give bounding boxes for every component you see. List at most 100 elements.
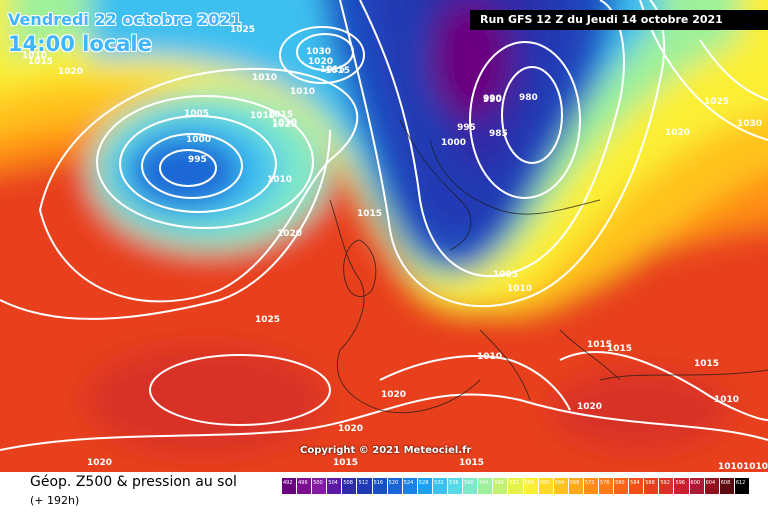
scale-swatch: 608 [719,478,735,494]
color-scale: 492 496 500 504 508 512 516 520 524 528 532 536 540 5… [282,478,750,494]
scale-swatch: 580 [614,478,630,494]
scale-label: 584 [630,480,640,486]
scale-label: 588 [645,480,655,486]
scale-label: 556 [524,480,535,486]
scale-swatch: 536 [448,478,464,494]
scale-label: 532 [433,480,444,486]
isobar-label: 1025 [255,315,280,325]
isobar-label: 980 [519,93,538,103]
scale-swatch: 504 [327,478,343,494]
isobar-label: 1015 [320,65,345,75]
scale-swatch: 532 [432,478,449,494]
scale-swatch: 576 [598,478,615,494]
isobar-label: 1020 [58,67,83,77]
isobar-label: 1020 [308,57,333,67]
isobar-lines [0,0,768,450]
run-info-banner: Run GFS 12 Z du Jeudi 14 octobre 2021 [470,10,768,30]
isobar-label: 1030 [737,119,762,129]
isobar-label: 1010 [22,51,47,61]
isobar-label: 1020 [87,458,112,468]
scale-label: 604 [705,480,716,486]
isobar-label: 1010 [250,111,275,121]
scale-label: 520 [388,480,399,486]
scale-swatch: 600 [689,478,705,494]
isobar-label: 1010 [272,118,297,128]
isobar-label: 1020 [272,120,297,130]
scale-label: 580 [615,480,625,486]
isobar-label: 985 [489,129,508,139]
scale-swatch: 508 [342,478,358,494]
scale-label: 572 [584,480,595,486]
scale-label: 608 [720,480,731,486]
scale-swatch: 572 [583,478,599,494]
scale-swatch: 496 [297,478,313,494]
scale-label: 592 [660,480,670,486]
scale-label: 516 [373,480,384,486]
scale-label: 524 [403,480,414,486]
isobar-label: 1005 [184,109,209,119]
isobar-label: 995 [188,155,207,165]
isobar-label: 1000 [186,135,211,145]
isobar-label: 1015 [28,57,53,67]
isobar-label: 1010 [267,175,292,185]
isobar-label: 990 [483,94,502,104]
scale-swatch: 592 [659,478,675,494]
isobar-label: 1005 [493,270,518,280]
isobar-label: 1020 [338,424,363,434]
scale-swatch: 548 [493,478,509,494]
geopotential-field [0,0,768,472]
valid-date-label: Vendredi 22 octobre 2021 [8,10,242,29]
scale-swatch: 584 [629,478,645,494]
isobar-label: 1010 [718,462,743,472]
scale-swatch: 544 [478,478,494,494]
scale-swatch: 520 [387,478,403,494]
isobar-label: 1015 [694,359,719,369]
scale-swatch: 556 [523,478,539,494]
scale-swatch: 596 [674,478,690,494]
scale-swatch: 568 [568,478,584,494]
isobar-label: 1000 [441,138,466,148]
scale-label: 540 [464,480,474,486]
isobar-label: 1010 [477,352,502,362]
isobar-label: 1015 [607,344,632,354]
isobar-label: 1020 [577,402,602,412]
scale-label: 512 [358,480,369,486]
scale-label: 544 [479,480,489,486]
scale-swatch: 492 [282,478,298,494]
scale-swatch: 604 [704,478,720,494]
scale-label: 500 [313,480,323,486]
isobar-label: 1015 [325,66,350,76]
isobar-label: 1020 [381,390,406,400]
isobar-label: 1010 [714,395,739,405]
isobar-label: 1010 [507,284,532,294]
scale-label: 560 [539,480,550,486]
isobar-label: 1010 [290,87,315,97]
scale-label: 496 [298,480,308,486]
scale-swatch: 528 [417,478,433,494]
isobar-label: 1015 [459,458,484,468]
isobar-label: 1020 [665,128,690,138]
scale-swatch: 560 [538,478,554,494]
isobar-label: 1020 [277,229,302,239]
legend-subtitle: (+ 192h) [30,494,80,507]
scale-swatch: 524 [402,478,418,494]
scale-label: 600 [690,480,701,486]
isobar-label: 1030 [306,47,331,57]
scale-label: 528 [418,480,429,486]
scale-label: 596 [675,480,685,486]
scale-label: 564 [554,480,565,486]
scale-swatch: 516 [372,478,388,494]
scale-label: 568 [569,480,580,486]
legend-title: Géop. Z500 & pression au sol [30,474,237,490]
isobar-label: 1015 [268,110,293,120]
isobar-label: 995 [457,123,476,133]
isobar-label: 1025 [704,97,729,107]
scale-swatch: 588 [644,478,660,494]
local-time-label: 14:00 locale [8,32,152,56]
scale-swatch: 512 [357,478,373,494]
coastlines [329,119,768,414]
scale-label: 492 [283,480,293,486]
